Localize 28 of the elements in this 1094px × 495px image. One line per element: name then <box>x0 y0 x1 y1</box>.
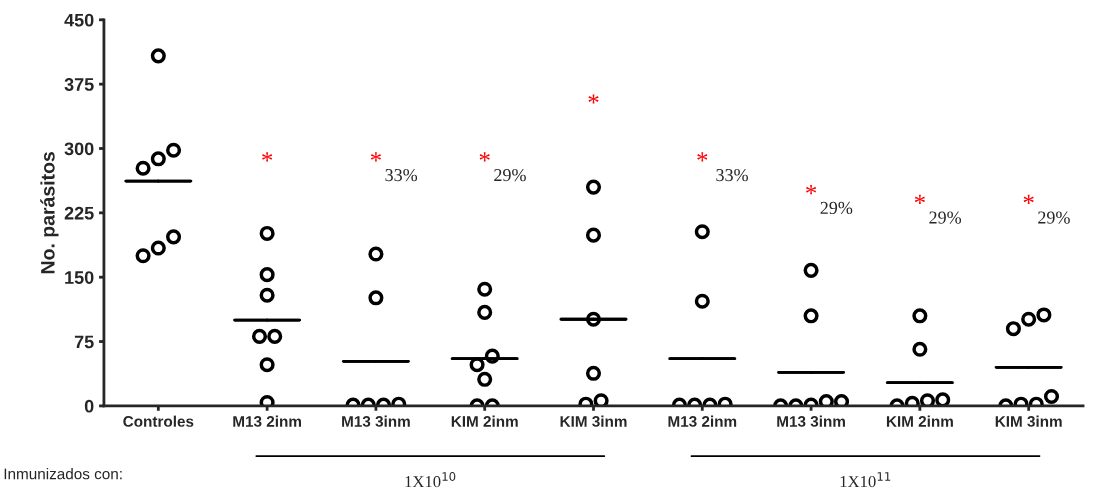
annotation: *29% <box>914 194 962 224</box>
x-tick-label: KIM 2inm <box>451 415 518 427</box>
annotation: *29% <box>806 185 853 215</box>
x-tick-label: M13 2inm <box>233 415 301 427</box>
x-tick-label: KIM 2inm <box>886 415 953 427</box>
annotation: *33% <box>370 152 418 182</box>
text: Inmunizados con: <box>4 468 122 480</box>
y-tick-label: 450 <box>64 13 94 27</box>
x-tick-label: Controles <box>123 415 194 427</box>
annotation: * 33% <box>697 152 748 182</box>
x-tick-label: M13 2inm <box>668 415 737 427</box>
y-tick-label: 75 <box>74 335 94 349</box>
text: 1X10$^{10}$ <box>405 472 456 488</box>
x-tick-label: KIM 3inm <box>995 415 1062 427</box>
y-tick-label: 375 <box>64 78 94 91</box>
y-tick-label: 150 <box>65 271 94 284</box>
annotation: *29% <box>479 152 526 182</box>
x-tick-label: M13 3inm <box>342 415 410 427</box>
y-tick-label: 0 <box>84 399 94 413</box>
y-tick-label: 300 <box>64 142 94 156</box>
text: 1X10$^{11}$ <box>840 472 891 488</box>
annotation: * <box>262 152 273 162</box>
y-tick-label: 225 <box>64 206 94 220</box>
x-tick-label: M13 3inm <box>777 415 845 427</box>
annotation: * <box>588 94 599 104</box>
y-axis-title: No. parásitos <box>40 152 59 274</box>
annotation: *29% <box>1023 194 1070 224</box>
x-tick-label: KIM 3inm <box>560 415 627 427</box>
